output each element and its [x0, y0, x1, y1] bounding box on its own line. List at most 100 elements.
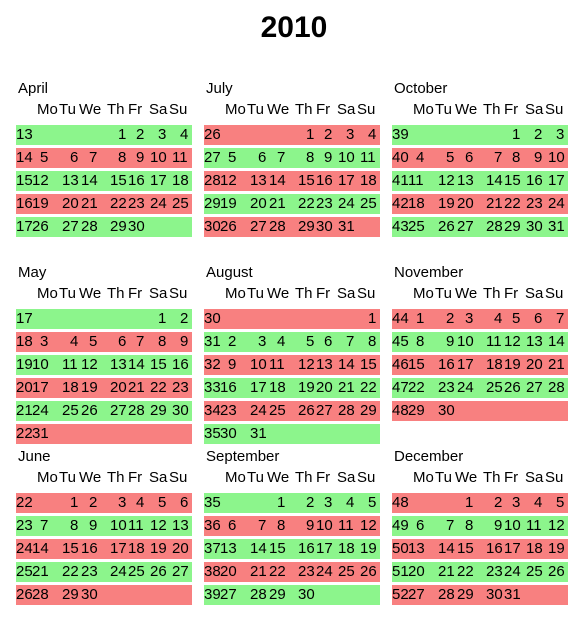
day-cell: 11 — [172, 149, 188, 166]
day-cell: 8 — [118, 149, 127, 166]
week-number: 34 — [204, 402, 221, 419]
day-cell: 29 — [110, 218, 127, 235]
day-cell: 10 — [32, 356, 49, 373]
weekday-label: Th — [107, 101, 125, 118]
day-cell: 30 — [128, 218, 145, 235]
day-cell: 22 — [269, 563, 286, 580]
weekday-label: Sa — [149, 285, 168, 302]
week-row: 23 7 8 9 10 11 12 13 — [16, 516, 192, 536]
week-number: 22 — [16, 425, 33, 442]
day-cell: 27 — [457, 218, 474, 235]
day-cell: 5 — [556, 494, 565, 511]
day-cell: 14 — [438, 540, 455, 557]
day-cell: 9 — [324, 149, 333, 166]
weekday-label: Sa — [149, 469, 168, 486]
day-cell: 23 — [316, 195, 333, 212]
week-number: 28 — [204, 172, 221, 189]
month-name: May — [18, 264, 47, 281]
day-cell: 24 — [316, 563, 333, 580]
week-row: 26 1 2 3 4 — [204, 125, 380, 145]
weekday-label: We — [455, 285, 478, 302]
day-cell: 19 — [32, 195, 49, 212]
week-number: 39 — [392, 126, 409, 143]
day-cell: 31 — [504, 586, 521, 603]
weekday-label: Mo — [413, 469, 434, 486]
day-cell: 4 — [70, 333, 79, 350]
week-row: 35 30 31 — [204, 424, 380, 444]
day-cell: 9 — [180, 333, 189, 350]
day-cell: 10 — [504, 517, 521, 534]
day-cell: 11 — [62, 356, 78, 373]
day-cell: 21 — [438, 563, 455, 580]
day-cell: 13 — [526, 333, 543, 350]
day-cell: 7 — [89, 149, 98, 166]
week-row: 14 5 6 7 8 9 10 11 — [16, 148, 192, 168]
week-row: 30 26 27 28 29 30 31 — [204, 217, 380, 237]
day-cell: 8 — [512, 149, 521, 166]
week-row: 52 27 28 29 30 31 — [392, 585, 568, 605]
day-cell: 29 — [504, 218, 521, 235]
day-cell: 12 — [548, 517, 565, 534]
week-number: 19 — [16, 356, 33, 373]
week-number: 48 — [392, 494, 409, 511]
weekday-label: We — [455, 469, 478, 486]
day-cell: 16 — [220, 379, 237, 396]
day-cell: 23 — [298, 563, 315, 580]
day-cell: 14 — [269, 172, 286, 189]
day-cell: 9 — [534, 149, 543, 166]
day-cell: 6 — [180, 494, 189, 511]
day-cell: 24 — [32, 402, 49, 419]
week-number: 52 — [392, 586, 409, 603]
day-cell: 30 — [486, 586, 503, 603]
day-cell: 19 — [81, 379, 98, 396]
day-cell: 8 — [158, 333, 167, 350]
weekday-header: Mo Tu We Th Fr Sa Su — [204, 469, 380, 487]
weekday-label: Th — [295, 101, 313, 118]
day-cell: 25 — [526, 563, 543, 580]
day-cell: 27 — [316, 402, 333, 419]
page-title: 2010 — [260, 11, 328, 44]
week-number: 43 — [392, 218, 409, 235]
day-cell: 6 — [228, 517, 237, 534]
weekday-label: Tu — [247, 101, 264, 118]
week-number: 20 — [16, 379, 33, 396]
day-cell: 21 — [269, 195, 286, 212]
day-cell: 6 — [416, 517, 425, 534]
day-cell: 21 — [486, 195, 503, 212]
day-cell: 14 — [81, 172, 98, 189]
week-row: 47 22 23 24 25 26 27 28 — [392, 378, 568, 398]
day-cell: 25 — [128, 563, 145, 580]
day-cell: 12 — [438, 172, 455, 189]
weekday-label: Th — [295, 285, 313, 302]
week-row: 33 16 17 18 19 20 21 22 — [204, 378, 380, 398]
week-row: 31 2 3 4 5 6 7 8 — [204, 332, 380, 352]
day-cell: 3 — [512, 494, 521, 511]
day-cell: 18 — [62, 379, 79, 396]
weekday-label: Sa — [525, 101, 544, 118]
weekday-label: Sa — [525, 285, 544, 302]
day-cell: 20 — [457, 195, 474, 212]
day-cell: 25 — [172, 195, 189, 212]
day-cell: 3 — [118, 494, 127, 511]
day-cell: 21 — [548, 356, 565, 373]
week-row: 44 1 2 3 4 5 6 7 — [392, 309, 568, 329]
weekday-label: Su — [169, 101, 188, 118]
weekday-label: Tu — [435, 285, 452, 302]
weekday-label: We — [79, 285, 102, 302]
day-cell: 17 — [504, 540, 521, 557]
day-cell: 5 — [446, 149, 455, 166]
day-cell: 25 — [62, 402, 79, 419]
day-cell: 6 — [258, 149, 267, 166]
day-cell: 1 — [368, 310, 377, 327]
day-cell: 17 — [338, 172, 355, 189]
day-cell: 10 — [110, 517, 127, 534]
month-name: July — [206, 80, 233, 97]
day-cell: 1 — [512, 126, 521, 143]
day-cell: 5 — [89, 333, 98, 350]
day-cell: 11 — [338, 517, 354, 534]
day-cell: 15 — [110, 172, 127, 189]
day-cell: 18 — [486, 356, 503, 373]
week-row: 38 20 21 22 23 24 25 26 — [204, 562, 380, 582]
week-number: 50 — [392, 540, 409, 557]
weekday-label: Mo — [225, 285, 246, 302]
